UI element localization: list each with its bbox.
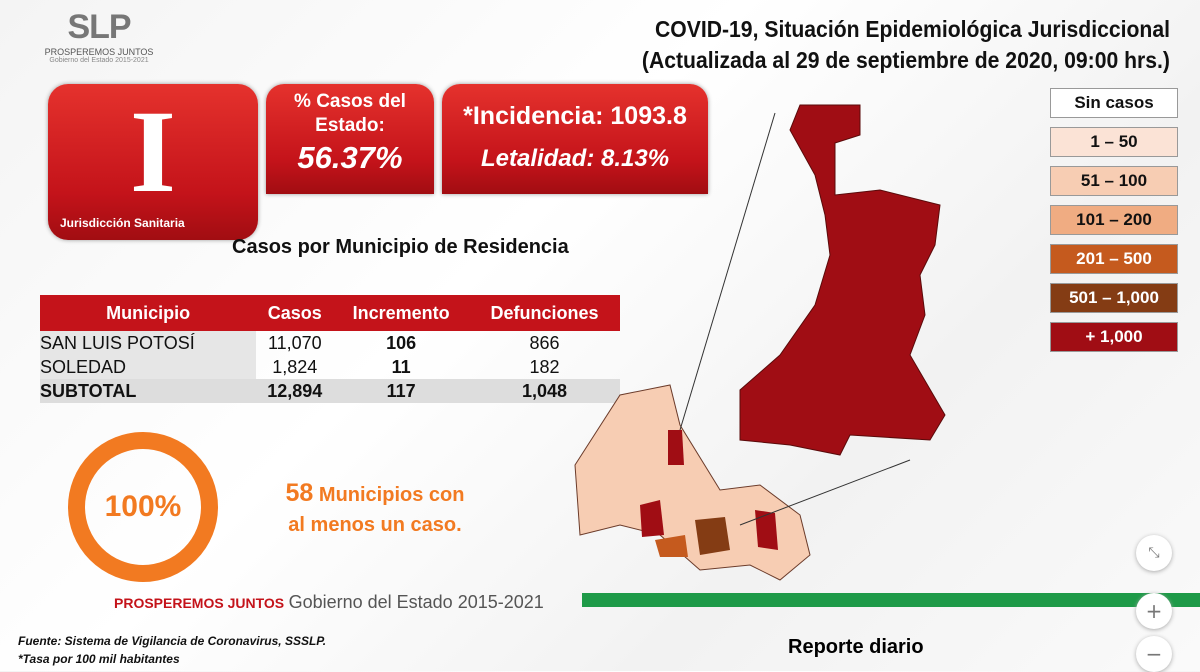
- state-map: [574, 384, 811, 581]
- coverage-text: 58 Municipios con al menos un caso.: [285, 479, 465, 536]
- legend-item: 51 – 100: [1050, 166, 1178, 196]
- jurisdiction-card: I Jurisdicción Sanitaria: [48, 84, 258, 240]
- jurisdiction-map: [574, 104, 946, 581]
- table-title: Casos por Municipio de Residencia: [232, 236, 569, 258]
- legend-item: 501 – 1,000: [1050, 283, 1178, 313]
- legend-item: 101 – 200: [1050, 205, 1178, 235]
- rates-card: *Incidencia: 1093.8 Letalidad: 8.13%: [442, 84, 708, 194]
- legend-item: Sin casos: [1050, 88, 1178, 118]
- report-label: Reporte diario: [788, 636, 924, 658]
- page-title: COVID-19, Situación Epidemiológica Juris…: [641, 16, 1170, 73]
- municipality-high: [668, 430, 684, 465]
- zoom-line: [679, 112, 776, 431]
- source-note: Fuente: Sistema de Vigilancia de Coronav…: [18, 634, 327, 666]
- slp-logo: SLP PROSPEREMOS JUNTOS Gobierno del Esta…: [44, 8, 154, 64]
- map-legend: Sin casos 1 – 50 51 – 100 101 – 200 201 – 50…: [1050, 88, 1178, 361]
- table-row: SAN LUIS POTOSÍ 11,070 106 866: [40, 331, 620, 355]
- zoom-out-button[interactable]: −: [1136, 636, 1172, 672]
- zoom-line: [739, 459, 911, 526]
- legend-item: 1 – 50: [1050, 127, 1178, 157]
- fit-screen-button[interactable]: ⤡: [1136, 535, 1172, 571]
- green-divider: [582, 593, 1200, 607]
- coverage-circle: 100%: [68, 432, 218, 582]
- legend-item: + 1,000: [1050, 322, 1178, 352]
- table-header: Municipio Casos Incremento Defunciones: [40, 295, 620, 331]
- state-percent-card: % Casos del Estado: 56.37%: [266, 84, 434, 194]
- zoomed-municipalities: [739, 104, 946, 456]
- legend-item: 201 – 500: [1050, 244, 1178, 274]
- zoom-in-button[interactable]: +: [1136, 593, 1172, 629]
- footer-brand: PROSPEREMOS JUNTOS Gobierno del Estado 2…: [114, 592, 544, 612]
- table-subtotal-row: SUBTOTAL 12,894 117 1,048: [40, 379, 620, 403]
- municipality-high: [640, 500, 664, 537]
- municipality-mid: [655, 535, 688, 557]
- municipality-high: [755, 510, 778, 550]
- municipality-mid: [695, 517, 730, 555]
- table-row: SOLEDAD 1,824 11 182: [40, 355, 620, 379]
- cases-table: Municipio Casos Incremento Defunciones S…: [40, 295, 620, 403]
